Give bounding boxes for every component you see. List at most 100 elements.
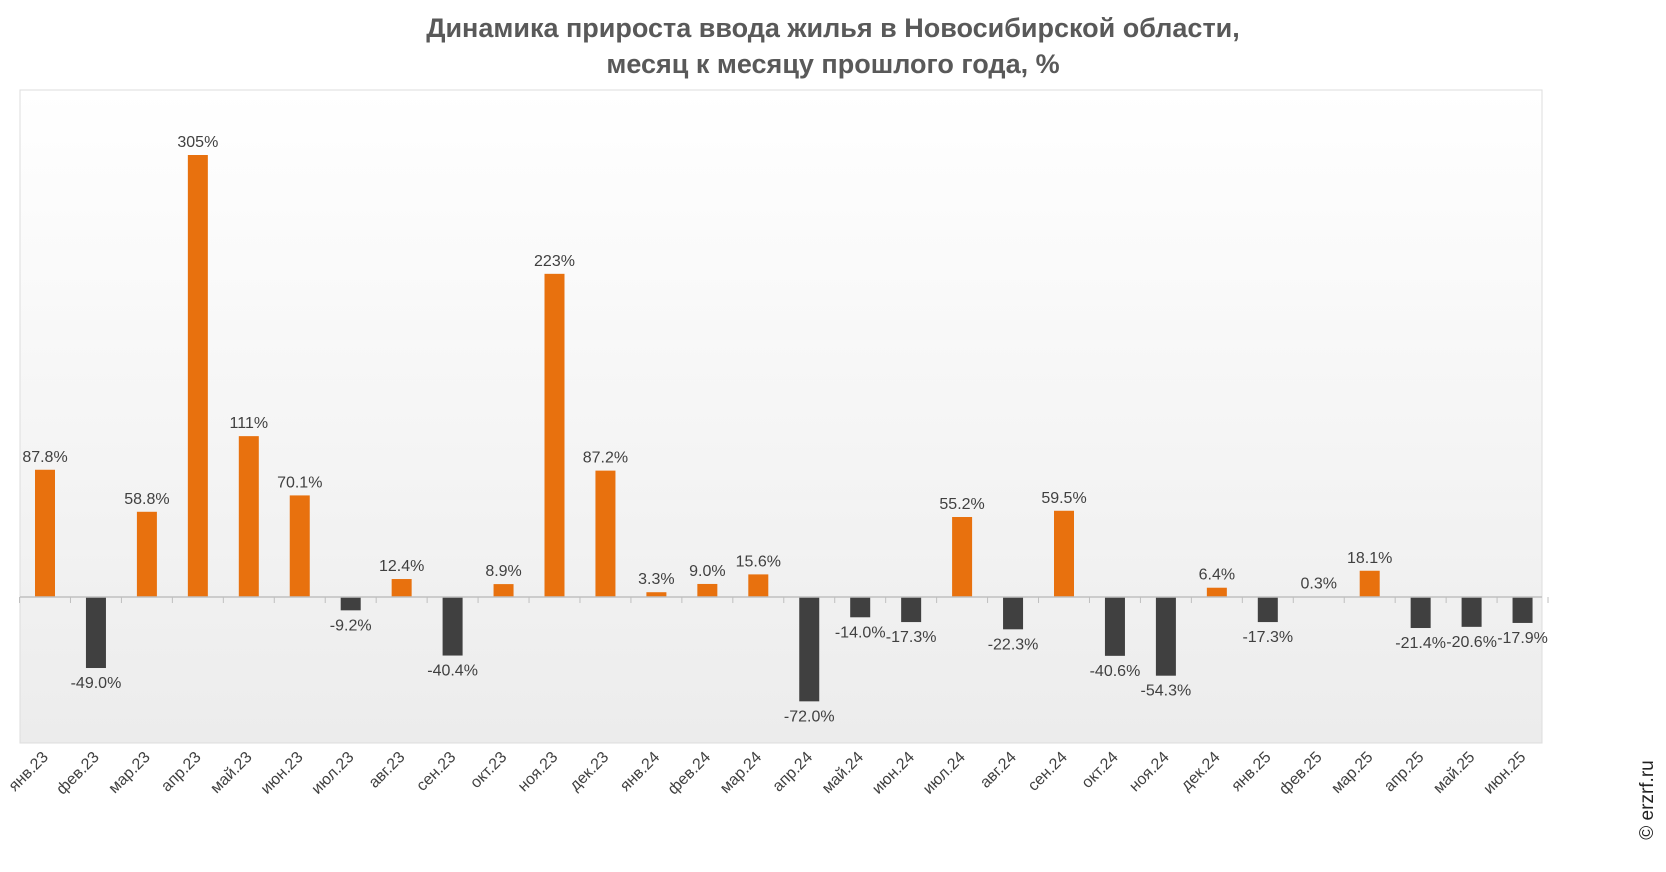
- bar: [35, 469, 55, 597]
- chart-title-line-2: месяц к месяцу прошлого года, %: [606, 49, 1060, 79]
- category-label: сен.23: [413, 749, 459, 795]
- category-label: фев.24: [665, 749, 714, 798]
- category-label: июл.23: [309, 749, 358, 798]
- category-label: апр.23: [158, 749, 205, 796]
- bar: [1410, 597, 1431, 629]
- data-label: 305%: [177, 134, 218, 151]
- bar: [85, 597, 106, 669]
- category-label: мар.25: [1328, 749, 1376, 797]
- category-label: окт.24: [1079, 749, 1122, 792]
- data-label: 6.4%: [1199, 567, 1235, 584]
- category-label: июл.24: [920, 749, 969, 798]
- data-label: 9.0%: [689, 563, 725, 580]
- category-label: май.25: [1430, 749, 1478, 797]
- category-label: май.24: [819, 749, 867, 797]
- data-label: -72.0%: [784, 708, 835, 725]
- bar: [901, 597, 922, 623]
- data-label: -54.3%: [1141, 683, 1192, 700]
- bar: [850, 597, 871, 618]
- bar: [799, 597, 820, 702]
- data-label: -22.3%: [988, 636, 1039, 653]
- bar: [952, 517, 973, 597]
- bar: [1512, 597, 1533, 623]
- value-labels-group: 87.8% -49.0% 58.8% 305% 111% 70.1% -9.2% 12.4% -…: [22, 134, 1548, 725]
- data-label: 87.8%: [22, 449, 67, 466]
- category-label: ноя.24: [1126, 749, 1172, 795]
- bar: [187, 155, 208, 597]
- category-label: фев.23: [53, 749, 102, 798]
- category-label: янв.25: [1228, 749, 1274, 795]
- bar: [1155, 597, 1176, 676]
- data-label: 55.2%: [939, 496, 984, 513]
- category-label: янв.23: [6, 749, 52, 795]
- bar: [1054, 510, 1074, 597]
- bars-group: [35, 155, 1533, 702]
- bar: [289, 495, 310, 597]
- category-label: авг.24: [977, 749, 1020, 792]
- bar: [544, 273, 565, 597]
- category-label: фев.25: [1276, 749, 1325, 798]
- category-label: окт.23: [467, 749, 510, 792]
- data-label: 223%: [534, 253, 575, 270]
- bar: [1003, 597, 1024, 630]
- data-label: -49.0%: [71, 675, 122, 692]
- data-label: -17.3%: [1242, 629, 1293, 646]
- bar: [697, 583, 718, 597]
- watermark-text: © erzrf.ru: [1637, 760, 1658, 840]
- category-label: июн.25: [1481, 749, 1530, 798]
- bar: [238, 436, 259, 597]
- bar: [1206, 587, 1227, 597]
- category-label: ноя.23: [515, 749, 561, 795]
- category-label: сен.24: [1025, 749, 1071, 795]
- data-label: -40.6%: [1090, 663, 1141, 680]
- data-label: -21.4%: [1395, 635, 1446, 652]
- category-label: мар.24: [717, 749, 765, 797]
- plot-area: [19, 89, 1543, 744]
- data-label: -9.2%: [330, 617, 372, 634]
- data-label: 70.1%: [277, 474, 322, 491]
- category-label: июн.23: [258, 749, 307, 798]
- chart-title-line-1: Динамика прироста ввода жилья в Новосиби…: [426, 13, 1240, 43]
- category-label: май.23: [207, 749, 255, 797]
- category-label: янв.24: [617, 749, 663, 795]
- bar: [646, 592, 667, 597]
- data-label: 18.1%: [1347, 550, 1392, 567]
- bar: [136, 511, 157, 597]
- ticks-group: [19, 597, 1549, 603]
- bar: [595, 470, 616, 597]
- data-label: 12.4%: [379, 558, 424, 575]
- category-label: авг.23: [366, 749, 409, 792]
- data-label: 59.5%: [1041, 490, 1086, 507]
- data-label: 8.9%: [485, 563, 521, 580]
- bar: [1104, 597, 1125, 656]
- data-label: -17.9%: [1497, 630, 1548, 647]
- data-label: 3.3%: [638, 571, 674, 588]
- bar: [442, 597, 463, 656]
- category-label: дек.24: [1178, 749, 1224, 795]
- bar: [1359, 570, 1380, 597]
- category-labels-group: янв.23 фев.23 мар.23 апр.23 май.23 июн.23 июл.…: [6, 749, 1530, 798]
- category-label: апр.25: [1381, 749, 1428, 796]
- data-label: 111%: [230, 415, 269, 432]
- data-label: -40.4%: [427, 663, 478, 680]
- bar: [1461, 597, 1482, 627]
- category-label: дек.23: [567, 749, 613, 795]
- data-label: -14.0%: [835, 624, 886, 641]
- bar: [748, 574, 769, 597]
- bar: [493, 584, 514, 597]
- data-label: 58.8%: [124, 491, 169, 508]
- data-label: -20.6%: [1446, 634, 1497, 651]
- bar: [340, 597, 361, 611]
- category-label: мар.23: [106, 749, 154, 797]
- category-label: июн.24: [869, 749, 918, 798]
- data-label: 15.6%: [736, 553, 781, 570]
- data-label: 87.2%: [583, 450, 628, 467]
- category-label: апр.24: [770, 749, 817, 796]
- bar: [391, 579, 412, 597]
- data-label: -17.3%: [886, 629, 937, 646]
- data-label: 0.3%: [1301, 576, 1337, 593]
- bar: [1257, 597, 1278, 623]
- chart-title: Динамика прироста ввода жилья в Новосиби…: [0, 10, 1666, 82]
